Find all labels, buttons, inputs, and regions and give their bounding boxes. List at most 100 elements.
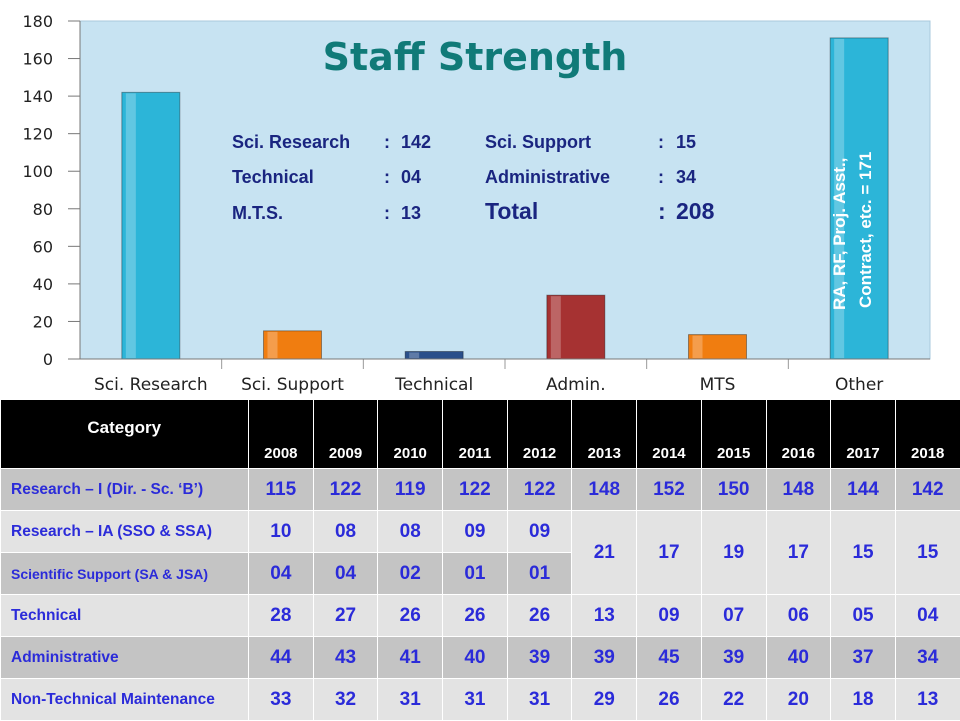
y-tick-label: 20 (33, 312, 53, 331)
merged-cell: 15 (831, 511, 896, 595)
bar-highlight (551, 296, 561, 358)
x-category-label: MTS (700, 375, 736, 395)
year-header: 2017 (831, 400, 896, 469)
year-header: 2008 (249, 400, 314, 469)
table-cell: 43 (313, 637, 378, 679)
year-header: 2018 (895, 400, 960, 469)
category-header: Category (1, 400, 249, 469)
row-category-label: Technical (1, 595, 249, 637)
x-axis-labels: Sci. Research Sci. Support Technical Admin.… (80, 359, 930, 395)
merged-cell: 21 (572, 511, 637, 595)
summary-separator: : (384, 203, 390, 223)
summary-label: M.T.S. (232, 203, 283, 223)
table-cell: 01 (443, 553, 508, 595)
table-cell: 41 (378, 637, 443, 679)
table-cell: 09 (507, 511, 572, 553)
table-cell: 39 (572, 637, 637, 679)
table-cell: 122 (313, 469, 378, 511)
table-cell: 150 (701, 469, 766, 511)
table-cell: 31 (507, 679, 572, 721)
table-cell: 34 (895, 637, 960, 679)
year-header: 2016 (766, 400, 831, 469)
table-cell: 119 (378, 469, 443, 511)
table-cell: 08 (378, 511, 443, 553)
table-cell: 148 (572, 469, 637, 511)
table-cell: 13 (572, 595, 637, 637)
table-cell: 45 (637, 637, 702, 679)
table-cell: 13 (895, 679, 960, 721)
table-cell: 02 (378, 553, 443, 595)
summary-value: 208 (676, 198, 715, 224)
table-cell: 40 (766, 637, 831, 679)
table-cell: 44 (249, 637, 314, 679)
y-tick-label: 100 (22, 162, 53, 181)
y-tick-label: 120 (22, 125, 53, 144)
table-cell: 26 (637, 679, 702, 721)
x-category-label: Sci. Support (241, 375, 344, 395)
table-cell: 26 (443, 595, 508, 637)
table-cell: 144 (831, 469, 896, 511)
summary-separator: : (658, 167, 664, 187)
y-tick-label: 180 (22, 12, 53, 31)
row-category-label: Research – IA (SSO & SSA) (1, 511, 249, 553)
table-cell: 05 (831, 595, 896, 637)
summary-separator: : (384, 167, 390, 187)
table-cell: 04 (249, 553, 314, 595)
year-header: 2009 (313, 400, 378, 469)
table-cell: 115 (249, 469, 314, 511)
bar-highlight (268, 332, 278, 358)
summary-label: Sci. Research (232, 132, 350, 152)
row-category-label: Administrative (1, 637, 249, 679)
summary-label: Administrative (485, 167, 610, 187)
table-cell: 122 (507, 469, 572, 511)
merged-cell: 15 (895, 511, 960, 595)
y-tick-label: 140 (22, 87, 53, 106)
table-cell: 26 (378, 595, 443, 637)
summary-value: 142 (401, 132, 431, 152)
table-cell: 18 (831, 679, 896, 721)
table-cell: 122 (443, 469, 508, 511)
summary-label: Sci. Support (485, 132, 591, 152)
table-cell: 22 (701, 679, 766, 721)
merged-cell: 19 (701, 511, 766, 595)
annotation-line-1: RA, RF, Proj. Asst., (830, 158, 849, 310)
table-cell: 152 (637, 469, 702, 511)
summary-label: Technical (232, 167, 314, 187)
table-cell: 31 (443, 679, 508, 721)
summary-value: 04 (401, 167, 421, 187)
table-cell: 142 (895, 469, 960, 511)
table-cell: 04 (313, 553, 378, 595)
table-cell: 33 (249, 679, 314, 721)
table-cell: 31 (378, 679, 443, 721)
table-cell: 39 (701, 637, 766, 679)
year-header: 2011 (443, 400, 508, 469)
y-tick-label: 40 (33, 275, 53, 294)
year-header: 2014 (637, 400, 702, 469)
x-category-label: Sci. Research (94, 375, 208, 395)
row-category-label: Non-Technical Maintenance (1, 679, 249, 721)
summary-label: Total (485, 198, 538, 224)
table-cell: 39 (507, 637, 572, 679)
x-category-label: Other (835, 375, 883, 395)
table-cell: 06 (766, 595, 831, 637)
table-cell: 07 (701, 595, 766, 637)
table-cell: 32 (313, 679, 378, 721)
table-cell: 37 (831, 637, 896, 679)
summary-value: 15 (676, 132, 696, 152)
x-category-label: Technical (394, 375, 473, 395)
row-category-label: Scientific Support (SA & JSA) (1, 553, 249, 595)
merged-cell: 17 (766, 511, 831, 595)
x-category-label: Admin. (546, 375, 606, 395)
annotation-line-2: Contract, etc. = 171 (856, 152, 875, 308)
bar-highlight (126, 93, 136, 358)
summary-separator: : (384, 132, 390, 152)
